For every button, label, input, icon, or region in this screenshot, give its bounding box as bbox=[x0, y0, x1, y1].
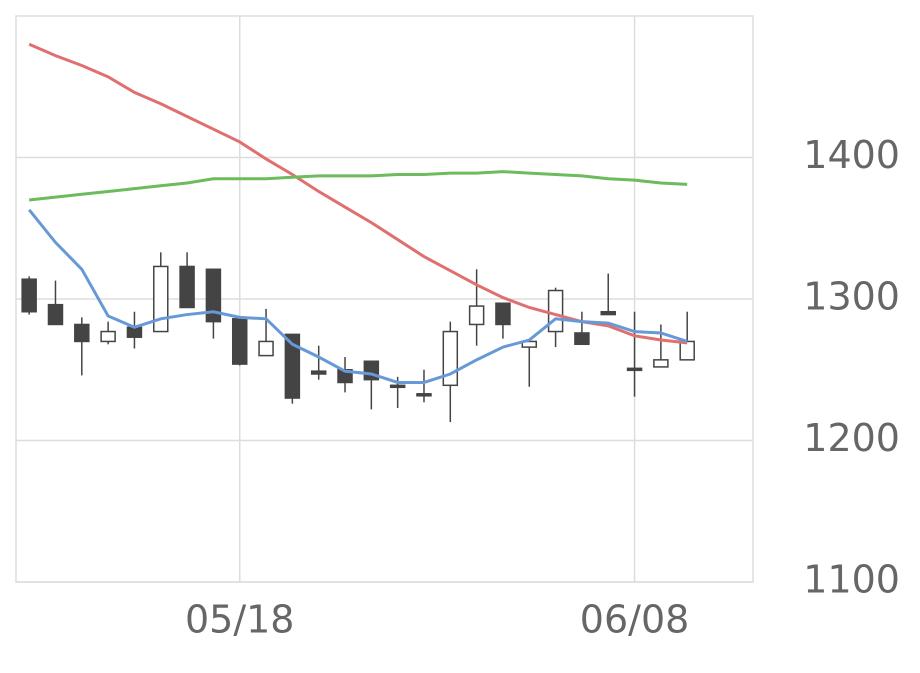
candle-body bbox=[626, 367, 643, 372]
candle-body bbox=[284, 333, 301, 399]
candle-body bbox=[258, 340, 274, 357]
plot-border bbox=[15, 15, 754, 583]
candle-body bbox=[442, 330, 459, 387]
moving-average-line bbox=[28, 42, 688, 345]
candle-body bbox=[231, 318, 248, 365]
candle-body bbox=[574, 332, 590, 346]
y-tick-label: 1300 bbox=[803, 275, 900, 319]
candle-body bbox=[495, 302, 511, 326]
moving-average-line bbox=[29, 170, 688, 202]
y-tick-label: 1200 bbox=[803, 416, 900, 460]
candle-body bbox=[679, 340, 695, 361]
y-tick-label: 1100 bbox=[803, 558, 900, 602]
candle-body bbox=[468, 305, 485, 326]
x-tick-label: 06/08 bbox=[580, 598, 690, 642]
candle-body bbox=[389, 384, 406, 389]
candle-body bbox=[547, 289, 564, 333]
candle-body bbox=[205, 268, 222, 323]
candle-body bbox=[74, 323, 90, 343]
candle-body bbox=[47, 303, 64, 326]
candle-body bbox=[21, 278, 37, 313]
candle-body bbox=[653, 359, 669, 368]
candle-body bbox=[600, 310, 616, 316]
moving-average-line bbox=[27, 208, 688, 384]
x-tick-label: 05/18 bbox=[185, 598, 295, 642]
candle-body bbox=[153, 265, 169, 333]
candle-body bbox=[416, 393, 432, 397]
candle-body bbox=[310, 370, 327, 375]
candle-body bbox=[100, 330, 116, 343]
y-tick-label: 1400 bbox=[803, 133, 900, 177]
candle-body bbox=[179, 265, 195, 309]
